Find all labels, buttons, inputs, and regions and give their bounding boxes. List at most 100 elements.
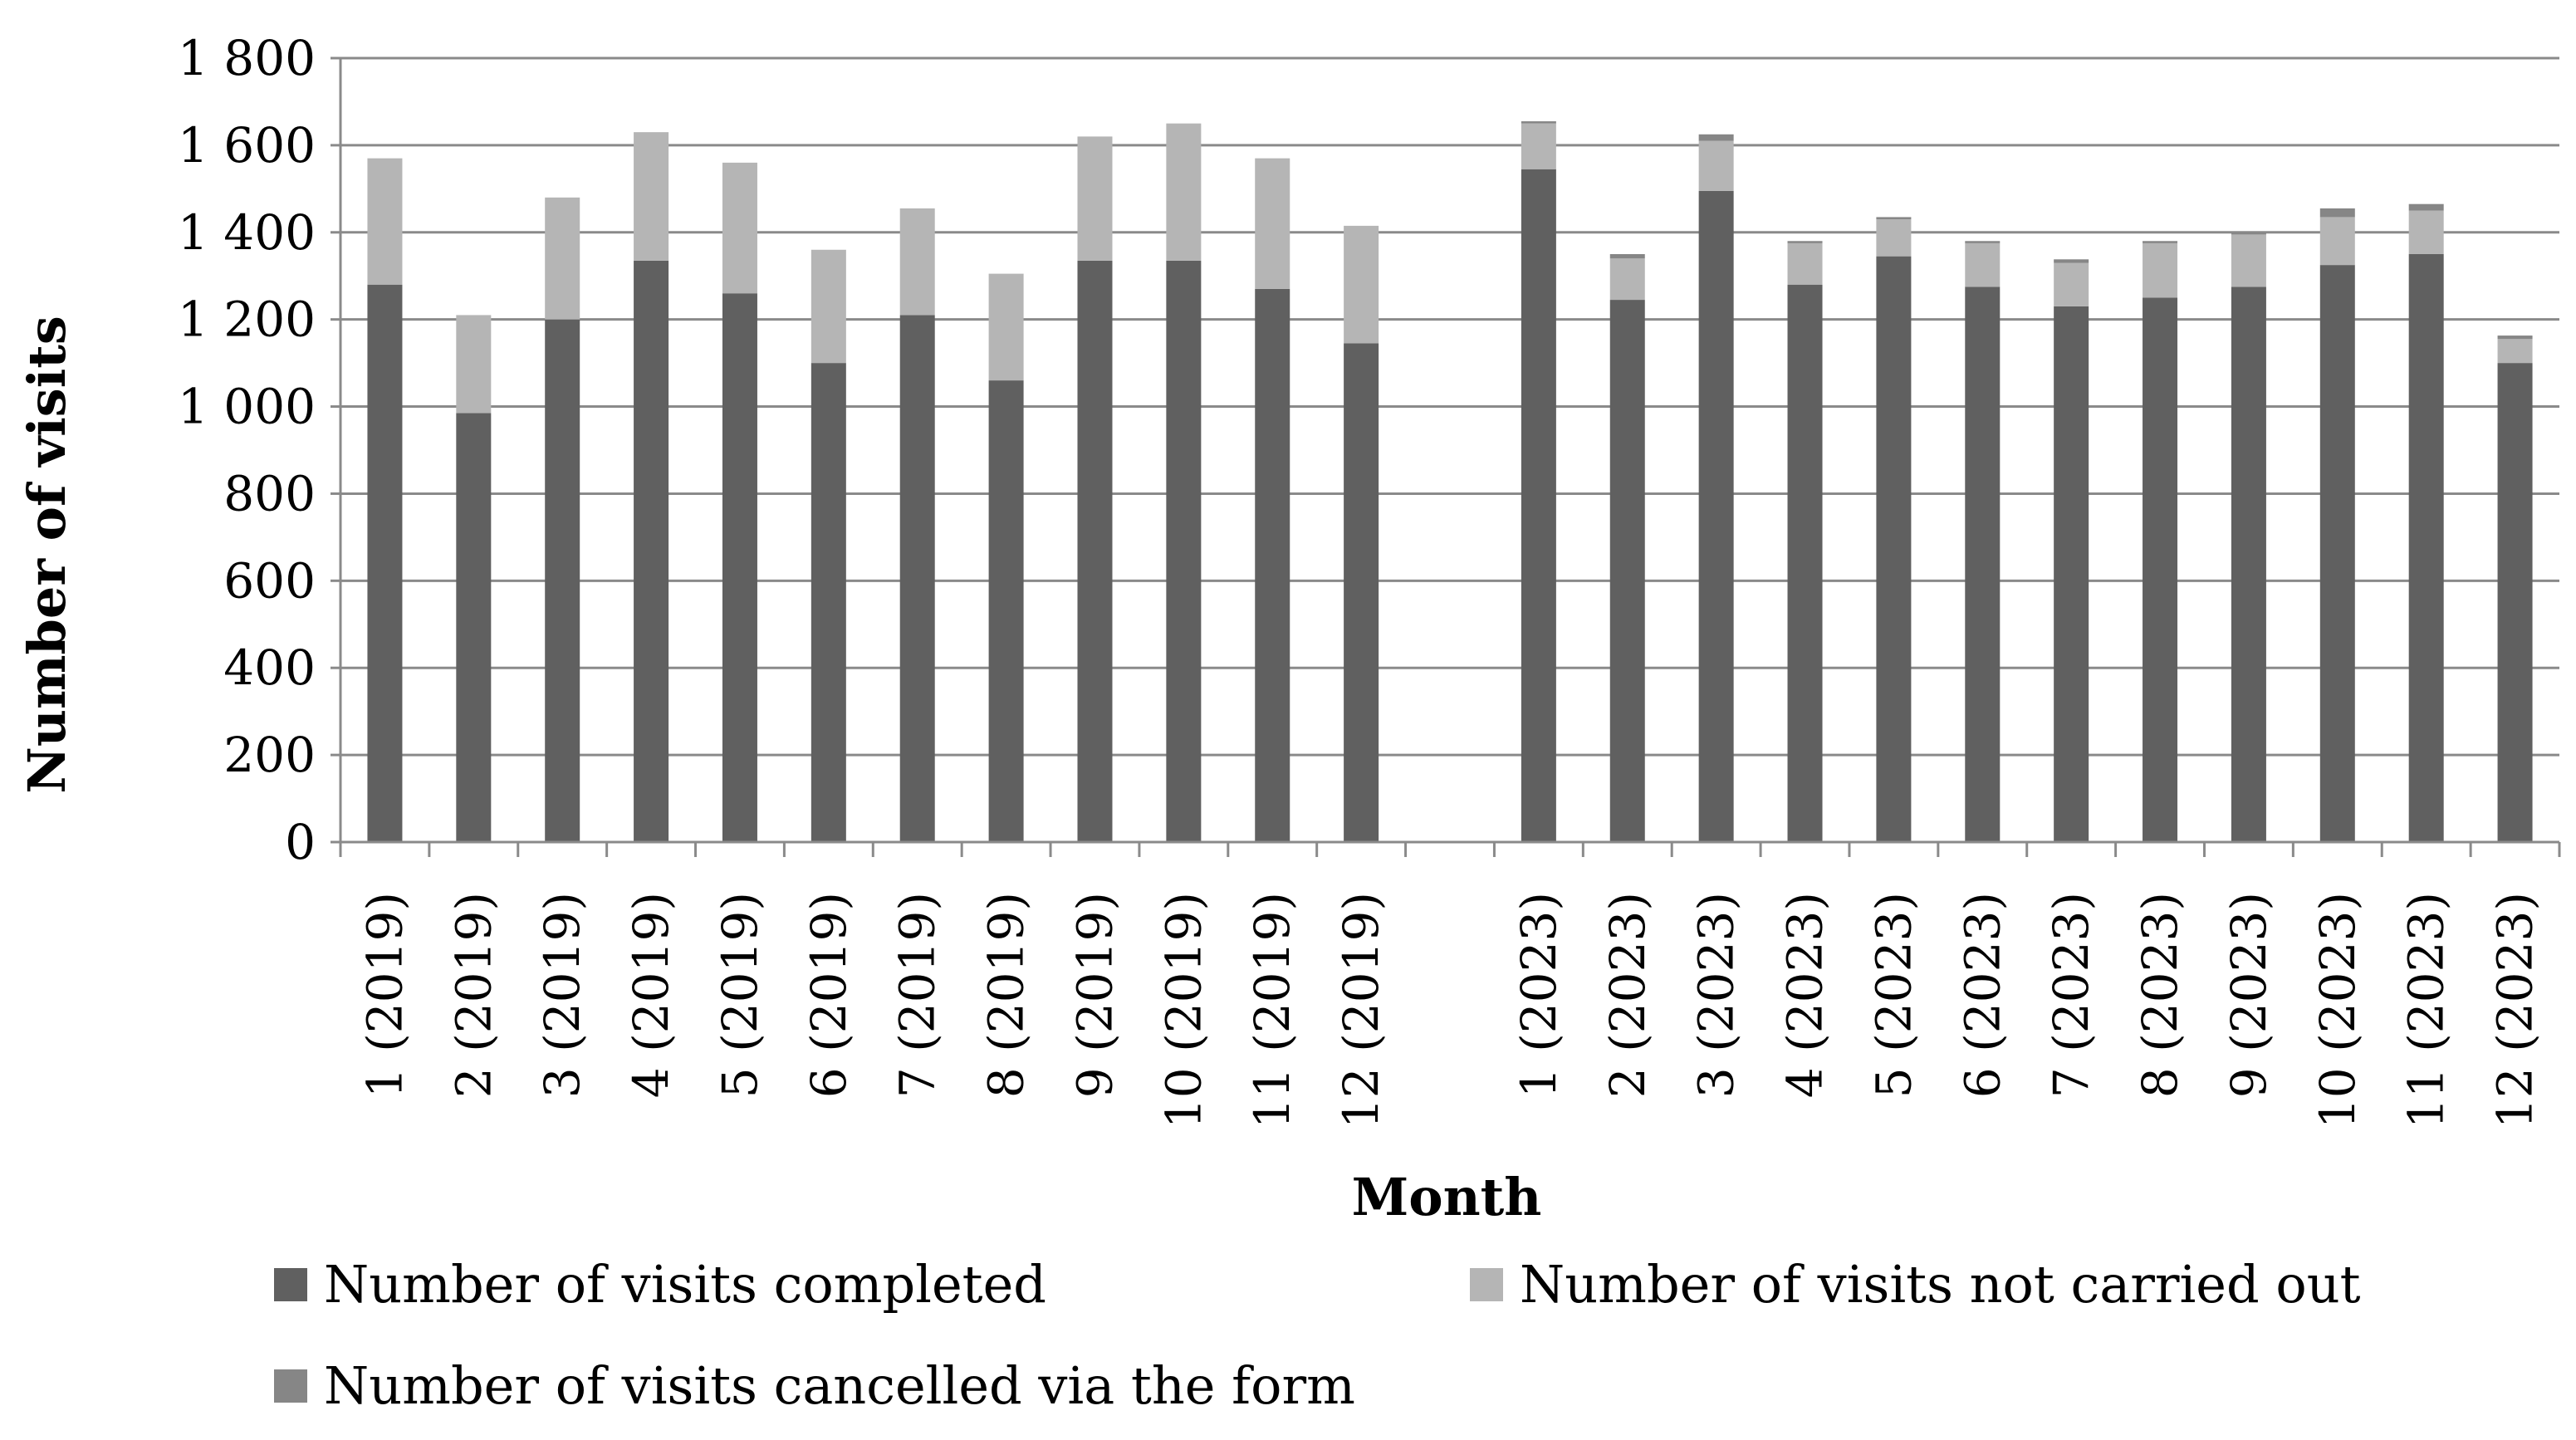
bar-segment — [2054, 259, 2089, 263]
bar-segment — [545, 319, 580, 843]
bar-segment — [2319, 217, 2355, 266]
legend-item-not-carried-out: Number of visits not carried out — [1470, 1254, 2361, 1315]
bar-segment — [1521, 123, 1556, 169]
bar-segment — [1609, 300, 1645, 843]
bar-segment — [1965, 287, 2001, 842]
bar-segment — [1077, 136, 1113, 261]
bar-segment — [1876, 219, 1912, 257]
bar-segment — [811, 249, 846, 364]
y-tick-label: 1 600 — [178, 117, 316, 174]
bar-segment — [2319, 265, 2355, 843]
x-tick-label: 3 (2019) — [534, 892, 590, 1098]
legend-item-completed: Number of visits completed — [274, 1254, 1046, 1315]
bar-segment — [2497, 363, 2533, 843]
bar-segment — [1344, 343, 1379, 842]
x-tick-label: 6 (2019) — [801, 892, 857, 1098]
y-tick-label: 1 800 — [178, 30, 316, 86]
bar-segment — [1255, 158, 1290, 289]
x-tick-label: 4 (2019) — [623, 892, 679, 1098]
bar-segment — [1255, 288, 1290, 842]
legend: Number of visits completed Number of vis… — [274, 1254, 2516, 1420]
x-tick-label: 11 (2019) — [1244, 892, 1300, 1129]
bar-segment — [2143, 297, 2178, 842]
bar-segment — [1787, 284, 1823, 842]
x-tick-label: 2 (2023) — [1599, 892, 1656, 1098]
bar-segment — [1698, 190, 1734, 842]
bar-segment — [456, 413, 492, 842]
x-tick-label: 7 (2019) — [889, 892, 946, 1098]
x-tick-label: 12 (2019) — [1333, 892, 1389, 1129]
y-tick-label: 800 — [223, 465, 316, 522]
x-tick-label: 7 (2023) — [2043, 892, 2099, 1098]
legend-label-cancelled: Number of visits cancelled via the form — [324, 1355, 1355, 1416]
y-tick-label: 1 200 — [178, 291, 316, 348]
bar-segment — [722, 162, 757, 294]
y-axis-title: Number of visits — [17, 316, 77, 794]
x-tick-label: 9 (2019) — [1066, 892, 1123, 1098]
bar-segment — [367, 284, 403, 842]
bar-segment — [2143, 242, 2178, 298]
bar-segment — [1166, 260, 1202, 842]
bar-segment — [2054, 262, 2089, 306]
bar-segment — [2231, 287, 2266, 842]
bar-segment — [1521, 169, 1556, 842]
stacked-bar-chart: 0 200 400 600 800 1 000 1 200 1 400 1 600 1 800 1… — [17, 30, 2561, 1227]
y-tick-label: 1 000 — [178, 379, 316, 435]
bar-segment — [1965, 241, 2001, 243]
bar-segment — [2497, 339, 2533, 364]
bar-segment — [988, 273, 1024, 381]
bar-segment — [2231, 234, 2266, 287]
bar-segment — [1698, 134, 1734, 141]
x-tick-label: 10 (2019) — [1155, 892, 1212, 1129]
bar-segment — [2408, 210, 2444, 254]
bar-segment — [1609, 254, 1645, 259]
y-tick-label: 1 400 — [178, 204, 316, 261]
x-tick-label: 3 (2023) — [1688, 892, 1745, 1098]
y-tick-label: 600 — [223, 552, 316, 609]
axes — [339, 58, 2559, 844]
y-tick-label: 0 — [285, 814, 316, 870]
x-tick-label: 10 (2023) — [2309, 892, 2366, 1129]
y-tick-label: 400 — [223, 639, 316, 696]
gridlines — [331, 56, 2559, 844]
bar-segment — [1787, 241, 1823, 243]
x-tick-label: 8 (2023) — [2132, 892, 2188, 1098]
bar-segment — [899, 315, 935, 842]
x-tick-label: 8 (2019) — [978, 892, 1035, 1098]
bar-segment — [634, 260, 669, 842]
bar-segment — [634, 132, 669, 261]
bar-segment — [2319, 208, 2355, 218]
bar-segment — [1876, 217, 1912, 220]
x-tick-label: 5 (2023) — [1865, 892, 1922, 1098]
bar-segment — [1166, 123, 1202, 261]
bar-segment — [1344, 225, 1379, 344]
legend-swatch-cancelled — [274, 1369, 307, 1403]
bar-segment — [1609, 258, 1645, 301]
legend-label-not-carried-out: Number of visits not carried out — [1520, 1254, 2361, 1315]
x-tick-label: 2 (2019) — [445, 892, 502, 1098]
x-tick-label: 9 (2023) — [2221, 892, 2277, 1098]
bar-segment — [456, 315, 492, 414]
legend-swatch-completed — [274, 1267, 307, 1301]
legend-label-completed: Number of visits completed — [324, 1254, 1046, 1315]
bar-segment — [1787, 242, 1823, 285]
legend-item-cancelled: Number of visits cancelled via the form — [274, 1355, 1355, 1416]
x-tick-label: 5 (2019) — [712, 892, 768, 1098]
bar-segment — [899, 208, 935, 316]
bar-segment — [2408, 254, 2444, 842]
x-tick-label: 4 (2023) — [1777, 892, 1834, 1098]
bar-segment — [988, 380, 1024, 843]
bar-segment — [545, 197, 580, 320]
bar-segment — [2054, 306, 2089, 842]
bar-segment — [367, 158, 403, 285]
bar-segment — [2408, 203, 2444, 211]
bar-segment — [811, 363, 846, 843]
x-tick-label: 1 (2019) — [356, 892, 413, 1098]
x-axis-title: Month — [1352, 1167, 1542, 1227]
bar-segment — [2497, 336, 2533, 340]
bar-segment — [1521, 121, 1556, 124]
legend-swatch-not-carried-out — [1470, 1267, 1503, 1301]
bar-segment — [1698, 140, 1734, 191]
bar-segment — [722, 293, 757, 842]
bar-segment — [1876, 256, 1912, 843]
